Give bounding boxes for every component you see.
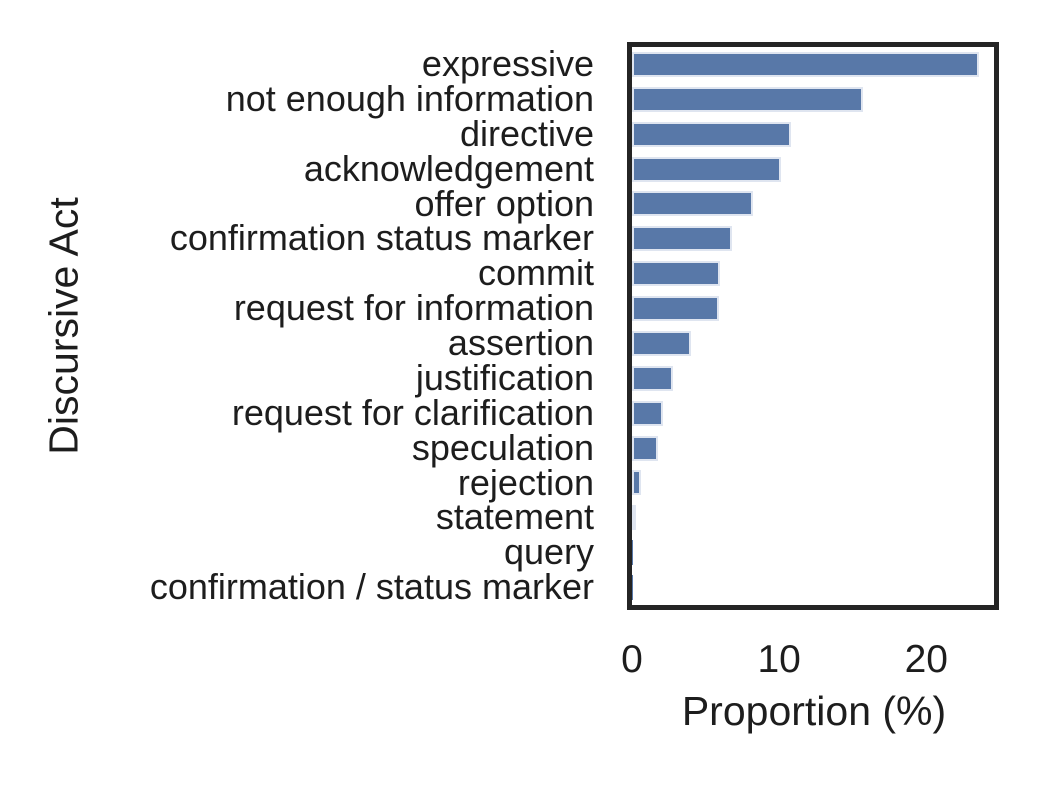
y-tick-label: commit: [478, 252, 594, 294]
bar: [632, 435, 659, 461]
plot-area: [627, 42, 999, 610]
y-tick-label: confirmation / status marker: [149, 566, 594, 608]
y-tick-label: acknowledgement: [303, 147, 594, 189]
y-tick-label: directive: [459, 112, 594, 154]
bar: [632, 365, 674, 391]
y-tick-label: request for information: [233, 287, 594, 329]
bar: [632, 296, 719, 322]
bar: [632, 191, 753, 217]
x-tick-label: 20: [904, 638, 948, 681]
bar: [632, 400, 663, 426]
bar: [632, 121, 791, 147]
y-tick-label: assertion: [447, 322, 594, 363]
y-tick-label: offer option: [414, 182, 594, 224]
x-tick-label: 10: [757, 638, 801, 681]
y-tick-label: expressive: [421, 43, 594, 84]
x-tick-label: 0: [621, 638, 643, 681]
bar: [632, 156, 781, 182]
bar: [632, 330, 691, 356]
x-axis-tick-labels: 0 10 20: [621, 638, 994, 682]
bar: [632, 470, 641, 496]
bar: [632, 505, 636, 531]
y-tick-label: query: [503, 531, 594, 573]
bar: [632, 51, 980, 77]
bar: [632, 261, 721, 287]
y-tick-label: justification: [415, 356, 594, 398]
bar: [632, 540, 633, 566]
y-tick-label: not enough information: [225, 77, 594, 119]
x-axis-title: Proportion (%): [681, 688, 947, 734]
y-tick-label: request for clarification: [231, 391, 594, 433]
y-tick-label: confirmation status marker: [169, 217, 594, 259]
y-tick-label: rejection: [457, 461, 594, 503]
bar: [632, 226, 733, 252]
bar: [632, 86, 864, 112]
y-tick-label: speculation: [411, 426, 594, 468]
y-tick-label: statement: [435, 496, 594, 538]
